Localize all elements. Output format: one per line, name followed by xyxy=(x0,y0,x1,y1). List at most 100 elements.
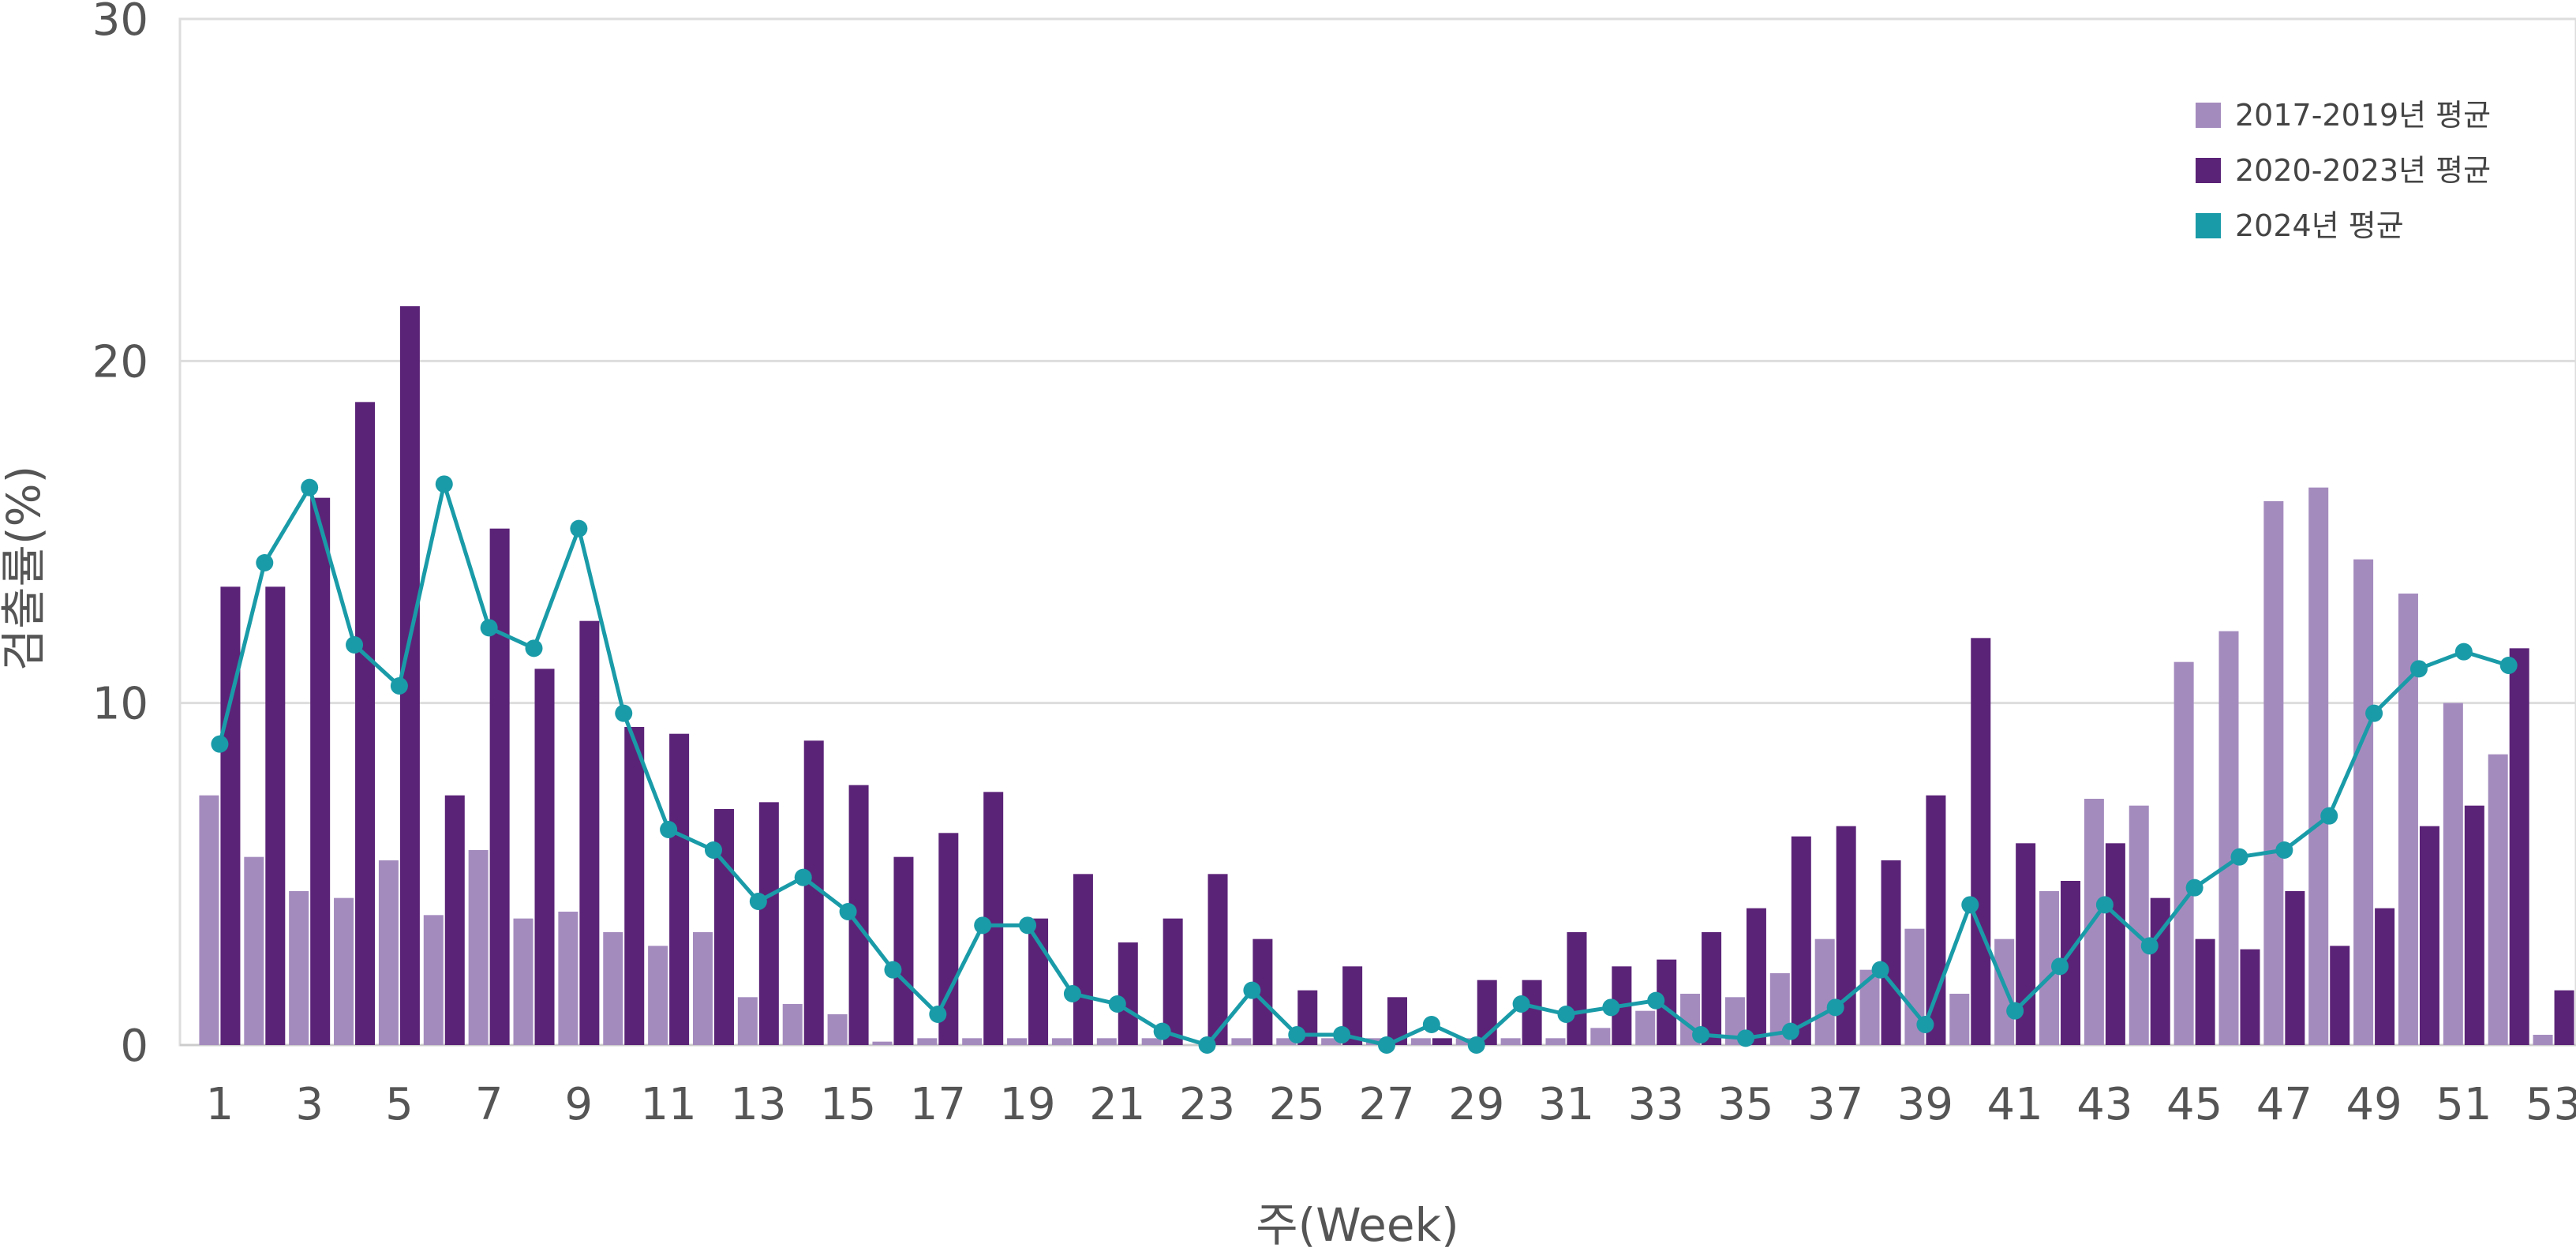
bar-2017-2019 xyxy=(2174,661,2194,1045)
x-tick-label: 17 xyxy=(910,1079,966,1130)
point-2024 xyxy=(2051,957,2069,976)
bar-2017-2019 xyxy=(1410,1038,1431,1045)
x-tick-label: 1 xyxy=(206,1079,234,1130)
point-2024 xyxy=(570,519,588,538)
point-2024 xyxy=(2095,896,2114,914)
point-2024 xyxy=(1378,1036,1395,1054)
bar-2017-2019 xyxy=(558,912,578,1045)
bar-2017-2019 xyxy=(1007,1038,1028,1045)
x-tick-label: 51 xyxy=(2436,1079,2492,1130)
bar-2020-2023 xyxy=(1118,942,1138,1045)
bar-2017-2019 xyxy=(917,1038,938,1045)
point-2024 xyxy=(615,704,633,722)
bar-2017-2019 xyxy=(603,932,623,1045)
point-2024 xyxy=(1422,1016,1440,1033)
bar-2020-2023 xyxy=(1208,874,1228,1045)
bar-2017-2019 xyxy=(692,932,713,1045)
point-2024 xyxy=(256,554,274,571)
point-2024 xyxy=(346,636,364,654)
bar-2017-2019 xyxy=(782,1004,803,1045)
bar-2020-2023 xyxy=(2105,843,2125,1045)
point-2024 xyxy=(2365,704,2383,722)
x-tick-label: 39 xyxy=(1897,1079,1953,1130)
bar-2017-2019 xyxy=(423,915,444,1045)
bar-2020-2023 xyxy=(2285,891,2305,1045)
point-2024 xyxy=(2320,807,2338,825)
y-axis-ticks: 0 10 20 30 xyxy=(92,0,148,1072)
point-2024 xyxy=(2275,841,2293,859)
y-tick-label: 30 xyxy=(92,0,148,46)
y-tick-label: 20 xyxy=(92,336,148,388)
point-2024 xyxy=(749,893,767,910)
x-tick-label: 41 xyxy=(1987,1079,2043,1130)
x-tick-label: 21 xyxy=(1089,1079,1145,1130)
point-2024 xyxy=(839,903,857,920)
bar-2020-2023 xyxy=(1073,874,1093,1045)
point-2024 xyxy=(525,639,543,657)
bar-2020-2023 xyxy=(2464,805,2484,1045)
x-tick-label: 53 xyxy=(2525,1079,2576,1130)
bar-2017-2019 xyxy=(2263,501,2284,1045)
bar-2020-2023 xyxy=(1971,638,1991,1045)
bar-2020-2023 xyxy=(579,620,600,1045)
x-tick-label: 7 xyxy=(475,1079,504,1130)
bar-2020-2023 xyxy=(489,528,510,1045)
bar-2017-2019 xyxy=(289,891,309,1045)
bar-2017-2019 xyxy=(1321,1038,1342,1045)
bar-2017-2019 xyxy=(378,860,399,1045)
bar-series-group xyxy=(199,306,2574,1045)
x-tick-label: 5 xyxy=(385,1079,414,1130)
point-2024 xyxy=(1916,1016,1934,1033)
y-axis-title: 검출률(%) xyxy=(0,466,51,671)
bar-2020-2023 xyxy=(2330,946,2350,1045)
bar-2020-2023 xyxy=(310,497,331,1045)
x-tick-label: 25 xyxy=(1269,1079,1325,1130)
bar-2017-2019 xyxy=(1994,938,2015,1045)
point-2024 xyxy=(794,868,812,886)
bar-2017-2019 xyxy=(1141,1038,1162,1045)
bar-2020-2023 xyxy=(1746,908,1766,1045)
line-2024 xyxy=(218,481,2510,1047)
point-2024 xyxy=(1602,998,1620,1017)
point-2024 xyxy=(2499,657,2518,674)
point-2024 xyxy=(1961,896,1979,914)
bar-2020-2023 xyxy=(1881,860,1901,1045)
x-tick-label: 9 xyxy=(565,1079,593,1130)
bar-2017-2019 xyxy=(2218,631,2239,1045)
bar-2017-2019 xyxy=(1276,1038,1297,1045)
y-tick-label: 0 xyxy=(120,1021,148,1072)
bar-2020-2023 xyxy=(2554,990,2574,1045)
x-tick-label: 11 xyxy=(640,1079,696,1130)
bar-2017-2019 xyxy=(468,850,489,1045)
bar-2020-2023 xyxy=(444,795,465,1045)
bar-2017-2019 xyxy=(334,897,354,1045)
y-tick-label: 10 xyxy=(92,679,148,730)
bar-2020-2023 xyxy=(1567,932,1587,1045)
bar-2020-2023 xyxy=(1702,932,1722,1045)
point-2024 xyxy=(1108,995,1126,1013)
x-tick-label: 13 xyxy=(730,1079,786,1130)
point-2024 xyxy=(2185,878,2203,897)
bar-2017-2019 xyxy=(2443,702,2463,1045)
point-2024 xyxy=(1333,1026,1351,1043)
legend-label: 2017-2019년 평균 xyxy=(2235,98,2491,133)
legend-swatch xyxy=(2196,103,2221,128)
point-2024 xyxy=(2006,1002,2024,1020)
x-axis-title: 주(Week) xyxy=(1256,1198,1459,1252)
point-2024 xyxy=(1198,1036,1216,1054)
point-2024 xyxy=(2140,937,2159,955)
bar-2017-2019 xyxy=(1500,1038,1521,1045)
point-2024 xyxy=(660,821,678,838)
x-tick-label: 15 xyxy=(820,1079,876,1130)
bar-2017-2019 xyxy=(1545,1038,1566,1045)
bar-2020-2023 xyxy=(2195,938,2215,1045)
bar-2020-2023 xyxy=(2419,826,2439,1045)
bar-2020-2023 xyxy=(1522,980,1542,1045)
bar-2017-2019 xyxy=(827,1014,848,1045)
bar-2020-2023 xyxy=(534,669,555,1045)
bar-2017-2019 xyxy=(2488,754,2508,1045)
bar-2017-2019 xyxy=(513,918,534,1045)
bar-2017-2019 xyxy=(244,856,264,1045)
point-2024 xyxy=(974,916,992,935)
